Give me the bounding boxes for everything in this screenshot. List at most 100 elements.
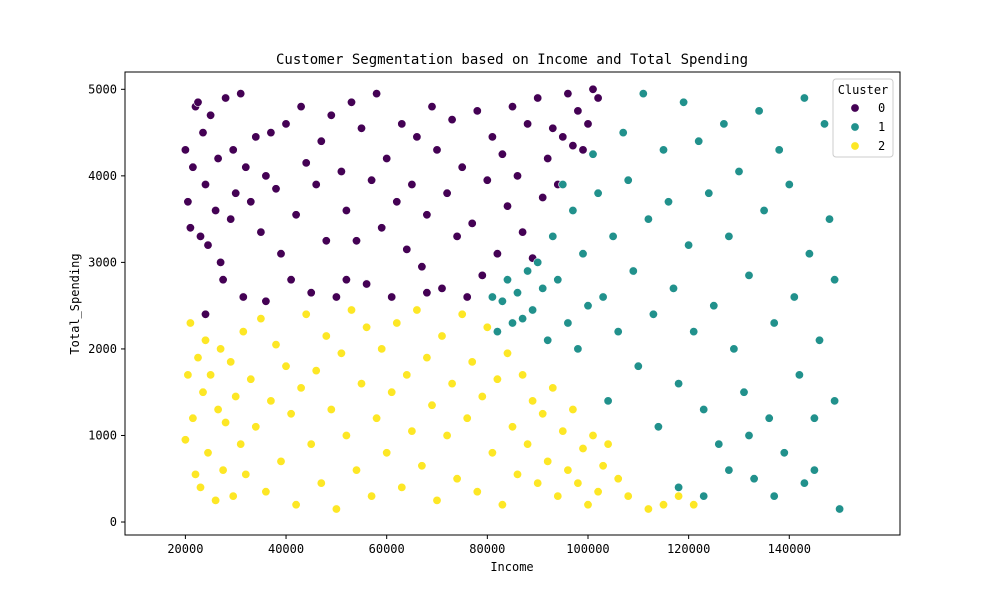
data-point-cluster-2 bbox=[231, 391, 241, 401]
data-point-cluster-2 bbox=[256, 314, 266, 324]
data-point-cluster-0 bbox=[412, 132, 422, 142]
data-point-cluster-0 bbox=[518, 227, 528, 237]
data-point-cluster-0 bbox=[336, 167, 346, 177]
y-tick-label: 1000 bbox=[88, 428, 117, 442]
data-point-cluster-2 bbox=[276, 456, 286, 466]
data-point-cluster-2 bbox=[658, 500, 668, 510]
data-point-cluster-1 bbox=[824, 214, 834, 224]
data-point-cluster-1 bbox=[799, 93, 809, 103]
data-point-cluster-0 bbox=[203, 240, 213, 250]
data-point-cluster-1 bbox=[623, 175, 633, 185]
data-point-cluster-2 bbox=[432, 495, 442, 505]
data-point-cluster-0 bbox=[301, 158, 311, 168]
data-point-cluster-2 bbox=[422, 353, 432, 363]
data-point-cluster-0 bbox=[437, 283, 447, 293]
data-point-cluster-2 bbox=[311, 366, 321, 376]
data-point-cluster-0 bbox=[543, 154, 553, 164]
data-point-cluster-2 bbox=[356, 379, 366, 389]
data-point-cluster-2 bbox=[291, 500, 301, 510]
data-point-cluster-2 bbox=[296, 383, 306, 393]
data-point-cluster-1 bbox=[724, 231, 734, 241]
data-point-cluster-0 bbox=[467, 218, 477, 228]
data-point-cluster-0 bbox=[407, 180, 417, 190]
data-point-cluster-1 bbox=[523, 266, 533, 276]
legend-label-2: 2 bbox=[878, 139, 885, 153]
data-point-cluster-2 bbox=[462, 413, 472, 423]
data-point-cluster-0 bbox=[180, 145, 190, 155]
data-point-cluster-2 bbox=[674, 491, 684, 501]
data-point-cluster-2 bbox=[216, 344, 226, 354]
data-point-cluster-1 bbox=[804, 249, 814, 259]
data-point-cluster-1 bbox=[558, 180, 568, 190]
data-point-cluster-0 bbox=[228, 145, 238, 155]
data-point-cluster-1 bbox=[769, 318, 779, 328]
data-point-cluster-0 bbox=[226, 214, 236, 224]
legend-marker-1 bbox=[850, 122, 860, 132]
data-point-cluster-0 bbox=[512, 171, 522, 181]
data-point-cluster-2 bbox=[238, 327, 248, 337]
data-point-cluster-2 bbox=[351, 465, 361, 475]
data-point-cluster-2 bbox=[191, 469, 201, 479]
data-point-cluster-2 bbox=[183, 370, 193, 380]
data-point-cluster-0 bbox=[392, 197, 402, 207]
data-point-cluster-2 bbox=[467, 357, 477, 367]
data-point-cluster-1 bbox=[528, 305, 538, 315]
data-point-cluster-0 bbox=[457, 162, 467, 172]
data-point-cluster-0 bbox=[291, 210, 301, 220]
data-point-cluster-2 bbox=[482, 322, 492, 332]
legend-box bbox=[832, 78, 894, 158]
data-point-cluster-1 bbox=[699, 404, 709, 414]
y-tick-label: 2000 bbox=[88, 342, 117, 356]
data-point-cluster-2 bbox=[523, 439, 533, 449]
data-point-cluster-2 bbox=[563, 465, 573, 475]
data-point-cluster-2 bbox=[372, 413, 382, 423]
x-tick-label: 80000 bbox=[469, 542, 505, 556]
data-point-cluster-0 bbox=[482, 175, 492, 185]
data-point-cluster-0 bbox=[183, 197, 193, 207]
legend-title: Cluster bbox=[838, 83, 889, 97]
data-point-cluster-1 bbox=[653, 422, 663, 432]
data-point-cluster-1 bbox=[814, 335, 824, 345]
data-point-cluster-2 bbox=[603, 439, 613, 449]
data-point-cluster-0 bbox=[548, 123, 558, 133]
data-point-cluster-2 bbox=[643, 504, 653, 514]
legend-label-1: 1 bbox=[878, 120, 885, 134]
data-point-cluster-1 bbox=[809, 413, 819, 423]
data-point-cluster-0 bbox=[251, 132, 261, 142]
data-point-cluster-1 bbox=[648, 309, 658, 319]
data-point-cluster-2 bbox=[362, 322, 372, 332]
data-point-cluster-2 bbox=[407, 426, 417, 436]
data-point-cluster-2 bbox=[573, 478, 583, 488]
data-point-cluster-0 bbox=[213, 154, 223, 164]
data-point-cluster-2 bbox=[442, 430, 452, 440]
data-point-cluster-2 bbox=[251, 422, 261, 432]
data-point-cluster-0 bbox=[387, 292, 397, 302]
data-point-cluster-2 bbox=[568, 404, 578, 414]
data-point-cluster-1 bbox=[739, 387, 749, 397]
data-point-cluster-2 bbox=[497, 500, 507, 510]
data-point-cluster-1 bbox=[613, 327, 623, 337]
data-point-cluster-2 bbox=[203, 448, 213, 458]
data-point-cluster-2 bbox=[316, 478, 326, 488]
data-point-cluster-0 bbox=[377, 223, 387, 233]
data-point-cluster-0 bbox=[221, 93, 231, 103]
data-point-cluster-0 bbox=[246, 197, 256, 207]
data-point-cluster-1 bbox=[533, 257, 543, 267]
data-point-cluster-0 bbox=[492, 249, 502, 259]
x-axis-label: Income bbox=[490, 560, 533, 574]
data-point-cluster-0 bbox=[462, 292, 472, 302]
data-point-cluster-0 bbox=[487, 132, 497, 142]
data-point-cluster-1 bbox=[835, 504, 845, 514]
data-point-cluster-2 bbox=[507, 422, 517, 432]
data-point-cluster-2 bbox=[387, 387, 397, 397]
data-point-cluster-0 bbox=[198, 128, 208, 138]
data-point-cluster-1 bbox=[794, 370, 804, 380]
data-point-cluster-1 bbox=[502, 275, 512, 285]
data-point-cluster-0 bbox=[236, 89, 246, 99]
data-point-cluster-2 bbox=[412, 305, 422, 315]
data-point-cluster-0 bbox=[442, 188, 452, 198]
data-point-cluster-2 bbox=[321, 331, 331, 341]
data-point-cluster-0 bbox=[497, 149, 507, 159]
y-tick-label: 5000 bbox=[88, 82, 117, 96]
data-point-cluster-0 bbox=[261, 171, 271, 181]
